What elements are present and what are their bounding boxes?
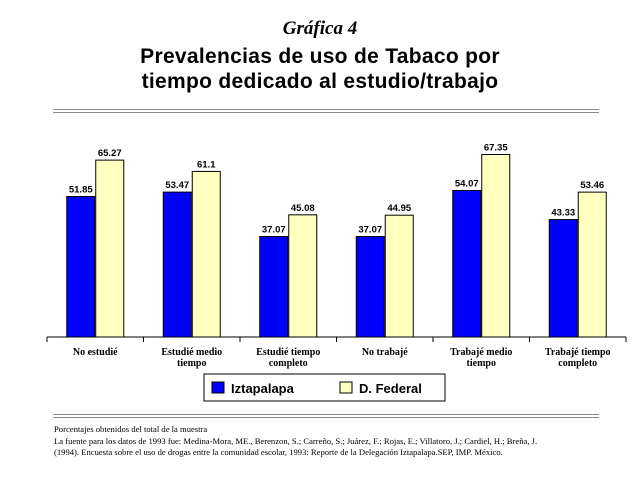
bar-value-label: 67.35 — [484, 142, 508, 153]
bar-dfederal — [577, 191, 607, 338]
legend-box — [203, 373, 446, 402]
bar-value-label: 53.47 — [165, 180, 189, 191]
chart-kicker: Gráfica 4 — [282, 18, 358, 39]
bar-dfederal — [191, 170, 221, 338]
bar-iztapalapa — [259, 236, 289, 338]
top-divider — [53, 109, 599, 113]
bar-dfederal — [95, 159, 125, 338]
x-tick-label: Estudié medio — [161, 347, 222, 358]
bar-chart: 51.85 65.27 No estudié 53.47 61.1 Estudié med… — [46, 142, 627, 402]
bar-value-label: 45.08 — [291, 203, 315, 214]
bar-iztapalapa — [355, 236, 385, 338]
bar-dfederal — [288, 214, 318, 338]
x-tick-label: No trabajé — [362, 347, 408, 358]
chart-title-line-2: tiempo dedicado al estudio/trabajo — [141, 70, 499, 93]
x-tick-label: Trabajé tiempo — [545, 347, 611, 358]
source-notes: Porcentajes obtenidos del total de la mu… — [54, 424, 614, 459]
chart-title: Prevalencias de uso de Tabaco por tiempo… — [0, 44, 640, 94]
x-tick-label: tiempo — [467, 358, 496, 369]
bar-dfederal — [384, 214, 414, 338]
chart-title-line-1: Prevalencias de uso de Tabaco por — [140, 45, 500, 68]
bar-dfederal — [481, 153, 511, 338]
bar-value-label: 37.07 — [262, 225, 286, 236]
legend-swatch-dfederal — [339, 381, 353, 394]
bar-value-label: 61.1 — [197, 159, 216, 170]
bar-iztapalapa — [66, 195, 96, 338]
bar-value-label: 53.46 — [580, 180, 604, 191]
x-tick-label: completo — [558, 358, 597, 369]
x-tick-label: completo — [269, 358, 308, 369]
legend-label-dfederal: D. Federal — [359, 381, 422, 396]
notes-line-1: Porcentajes obtenidos del total de la mu… — [54, 424, 208, 434]
bar-iztapalapa — [162, 191, 192, 338]
bar-iztapalapa — [548, 219, 578, 338]
x-tick-label: Estudié tiempo — [256, 347, 320, 358]
bottom-divider — [53, 414, 599, 418]
bar-value-label: 54.07 — [455, 178, 479, 189]
bar-value-label: 37.07 — [358, 225, 382, 236]
bar-value-label: 65.27 — [98, 148, 122, 159]
bar-value-label: 43.33 — [551, 208, 575, 219]
x-tick-label: No estudié — [73, 347, 118, 358]
legend-label-iztapalapa: Iztapalapa — [231, 381, 295, 396]
legend-swatch-iztapalapa — [211, 381, 225, 394]
bar-value-label: 51.85 — [69, 184, 93, 195]
bar-value-label: 44.95 — [387, 203, 411, 214]
x-tick-label: Trabajé medio — [450, 347, 512, 358]
x-tick-label: tiempo — [177, 358, 206, 369]
notes-line-3: (1994). Encuesta sobre el uso de drogas … — [54, 447, 503, 457]
notes-line-2: La fuente para los datos de 1993 fue: Me… — [54, 435, 538, 446]
bar-iztapalapa — [452, 189, 482, 338]
